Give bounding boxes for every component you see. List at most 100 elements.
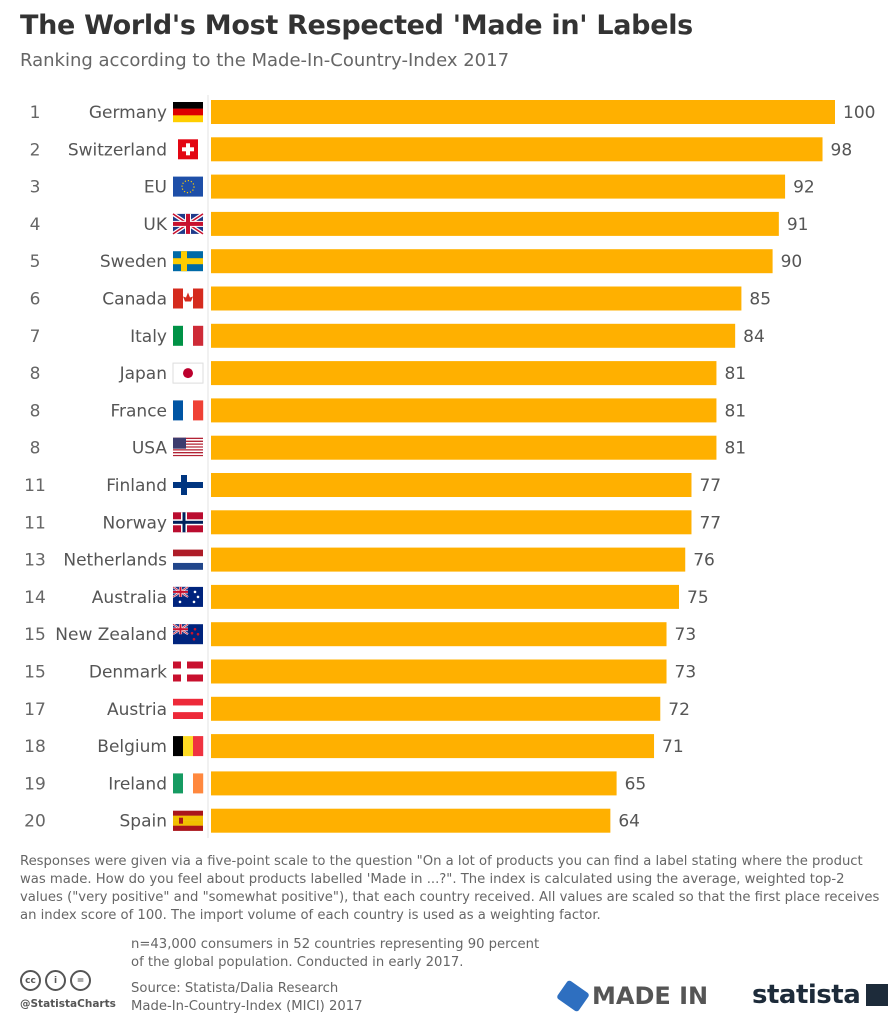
category-label: New Zealand <box>55 625 167 645</box>
bar-row: 17 Austria 72 <box>24 696 690 721</box>
rank-label: 11 <box>24 513 46 533</box>
tag-icon <box>556 979 590 1013</box>
rank-label: 18 <box>24 737 46 757</box>
bar <box>211 398 717 423</box>
category-label: Sweden <box>100 252 167 272</box>
value-label: 73 <box>675 663 697 683</box>
twitter-handle: @StatistaCharts <box>20 998 116 1010</box>
category-label: Austria <box>107 700 167 720</box>
no-derivatives-icon: = <box>70 970 91 991</box>
italy-flag-icon <box>173 325 204 346</box>
rank-label: 1 <box>30 103 41 123</box>
rank-label: 19 <box>24 774 46 794</box>
rank-label: 8 <box>30 439 41 459</box>
bar <box>211 734 655 759</box>
germany-flag-icon <box>173 102 203 123</box>
value-label: 77 <box>699 476 721 496</box>
chart-subtitle: Ranking according to the Made-In-Country… <box>20 50 510 71</box>
rank-label: 15 <box>24 625 46 645</box>
made-in-logo: MADE IN <box>556 979 709 1013</box>
bar-row: 5 Sweden 90 <box>30 249 803 274</box>
value-label: 84 <box>743 327 765 347</box>
category-label: Australia <box>92 588 167 608</box>
bar-row: 14 Australia 75 <box>24 584 709 609</box>
japan-flag-icon <box>172 362 204 384</box>
bar-row: 13 Netherlands 76 <box>24 547 715 572</box>
new-zealand-flag-icon <box>172 623 203 645</box>
rank-label: 13 <box>24 551 46 571</box>
bar-row: 20 Spain 64 <box>24 808 640 833</box>
bar-row: 19 Ireland 65 <box>24 771 647 796</box>
bar <box>211 100 835 124</box>
bar-row: 6 Canada 85 <box>30 286 771 311</box>
bar <box>211 323 736 348</box>
rank-label: 5 <box>30 252 41 272</box>
rank-label: 20 <box>24 812 46 832</box>
norway-flag-icon <box>173 512 203 533</box>
category-label: USA <box>132 439 168 459</box>
rank-label: 11 <box>24 476 46 496</box>
value-label: 81 <box>724 364 746 384</box>
bar-chart: 1 Germany 100 2 Switzerland 98 3 EU 92 4 UK 91 5 Swed… <box>24 95 875 838</box>
netherlands-flag-icon <box>173 549 203 570</box>
bar <box>211 435 717 460</box>
bar <box>211 137 823 162</box>
bar-row: 8 USA 81 <box>30 435 746 460</box>
belgium-flag-icon <box>173 736 204 757</box>
sample-note: n=43,000 consumers in 52 countries repre… <box>131 937 540 970</box>
canada-flag-icon <box>173 288 204 309</box>
rank-label: 2 <box>30 140 41 160</box>
value-label: 92 <box>793 178 815 198</box>
bar-row: 11 Finland 77 <box>24 473 721 497</box>
source-line-1: Source: Statista/Dalia Research <box>131 981 339 996</box>
cc-icon: cc <box>20 970 41 991</box>
category-label: France <box>110 401 167 421</box>
bar-row: 3 EU 92 <box>30 174 815 199</box>
category-label: Ireland <box>108 774 167 794</box>
uk-flag-icon <box>171 212 205 236</box>
source-line-2: Made-In-Country-Index (MICI) 2017 <box>131 999 363 1014</box>
rank-label: 8 <box>30 401 41 421</box>
value-label: 85 <box>749 290 771 310</box>
methodology-note: Responses were given via a five-point sc… <box>20 854 880 923</box>
ireland-flag-icon <box>173 773 204 794</box>
category-label: Switzerland <box>68 140 167 160</box>
rank-label: 7 <box>30 327 41 347</box>
category-label: Finland <box>106 476 167 496</box>
bar <box>211 361 717 386</box>
austria-flag-icon <box>173 698 203 719</box>
australia-flag-icon <box>172 586 203 607</box>
bar <box>211 473 692 497</box>
category-label: UK <box>143 215 167 235</box>
bar <box>211 249 773 274</box>
bar <box>211 696 661 721</box>
value-label: 65 <box>625 774 647 794</box>
category-label: Spain <box>120 812 168 832</box>
source: Source: Statista/Dalia Research Made-In-… <box>131 980 363 1016</box>
statista-icon <box>866 984 889 1006</box>
bar <box>211 174 786 199</box>
rank-label: 3 <box>30 178 41 198</box>
value-label: 81 <box>724 439 746 459</box>
value-label: 91 <box>787 215 809 235</box>
bar-row: 11 Norway 77 <box>24 510 721 535</box>
bar-row: 2 Switzerland 98 <box>30 137 853 162</box>
bar <box>211 771 617 796</box>
bar <box>211 808 611 833</box>
bar-row: 15 New Zealand 73 <box>24 622 696 647</box>
rank-label: 15 <box>24 663 46 683</box>
made-in-logo-text: MADE IN <box>592 982 709 1010</box>
bar <box>211 622 667 647</box>
category-label: Germany <box>89 103 167 123</box>
creative-commons-icons: cc i = <box>20 970 91 991</box>
value-label: 81 <box>724 401 746 421</box>
category-label: Canada <box>102 290 167 310</box>
value-label: 90 <box>781 252 803 272</box>
bar-row: 1 Germany 100 <box>30 100 875 124</box>
value-label: 98 <box>831 140 853 160</box>
value-label: 71 <box>662 737 684 757</box>
bar-row: 7 Italy 84 <box>30 323 765 348</box>
usa-flag-icon <box>173 437 203 458</box>
rank-label: 6 <box>30 290 41 310</box>
bar <box>211 584 679 609</box>
